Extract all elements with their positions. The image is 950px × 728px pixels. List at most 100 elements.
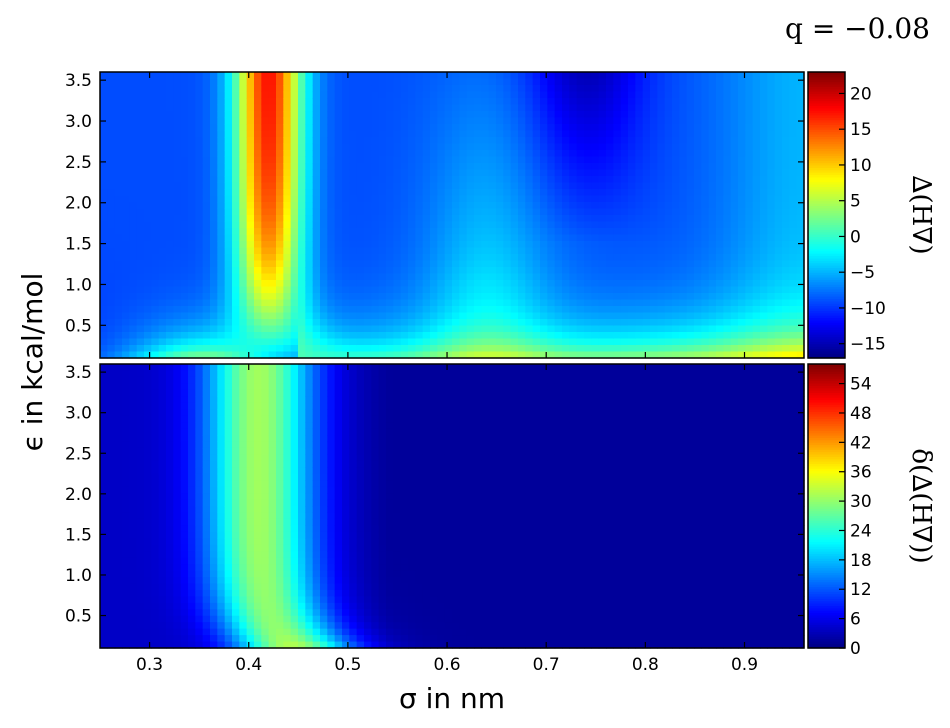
heatmap-cell	[796, 130, 805, 138]
heatmap-cell	[591, 117, 600, 125]
heatmap-cell	[107, 169, 116, 177]
heatmap-cell	[562, 111, 570, 119]
heatmap-cell	[173, 169, 182, 177]
heatmap-cell	[650, 208, 658, 216]
heatmap-cell	[122, 117, 130, 125]
heatmap-cell	[100, 182, 108, 190]
heatmap-cell	[701, 91, 710, 99]
heatmap-cell	[510, 137, 519, 145]
heatmap-cell	[144, 137, 152, 145]
heatmap-cell	[202, 454, 211, 462]
heatmap-cell	[745, 111, 754, 119]
heatmap-cell	[158, 299, 167, 307]
heatmap-cell	[371, 306, 380, 314]
heatmap-cell	[173, 124, 182, 132]
heatmap-cell	[129, 506, 138, 514]
heatmap-cell	[481, 280, 490, 288]
heatmap-cell	[342, 260, 350, 268]
heatmap-cell	[386, 299, 394, 307]
heatmap-cell	[789, 130, 798, 138]
heatmap-cell	[444, 241, 453, 249]
heatmap-cell	[708, 247, 717, 255]
heatmap-cell	[129, 364, 138, 372]
heatmap-cell	[356, 189, 365, 197]
heatmap-cell	[283, 351, 292, 359]
heatmap-cell	[122, 111, 130, 119]
heatmap-cell	[276, 176, 284, 184]
heatmap-cell	[151, 273, 160, 281]
heatmap-cell	[459, 111, 468, 119]
heatmap-cell	[364, 117, 372, 125]
heatmap-cell	[422, 130, 431, 138]
heatmap-cell	[327, 104, 336, 112]
heatmap-cell	[466, 85, 475, 93]
heatmap-cell	[305, 72, 314, 80]
heatmap-cell	[503, 234, 512, 242]
heatmap-cell	[144, 254, 152, 262]
heatmap-cell	[166, 493, 174, 501]
heatmap-cell	[246, 150, 255, 158]
heatmap-cell	[283, 338, 292, 346]
heatmap-cell	[752, 169, 761, 177]
heatmap-cell	[474, 234, 482, 242]
heatmap-cell	[466, 182, 475, 190]
heatmap-cell	[444, 299, 453, 307]
heatmap-cell	[224, 189, 233, 197]
heatmap-cell	[738, 254, 746, 262]
heatmap-cell	[100, 130, 108, 138]
heatmap-cell	[642, 221, 651, 229]
heatmap-cell	[180, 415, 189, 423]
heatmap-cell	[591, 137, 600, 145]
heatmap-cell	[166, 622, 174, 630]
heatmap-cell	[760, 72, 768, 80]
heatmap-cell	[569, 319, 578, 327]
heatmap-cell	[217, 247, 226, 255]
heatmap-cell	[173, 325, 182, 333]
heatmap-cell	[173, 396, 182, 404]
heatmap-cell	[408, 280, 416, 288]
heatmap-cell	[327, 78, 336, 86]
heatmap-cell	[254, 150, 262, 158]
heatmap-cell	[481, 234, 490, 242]
heatmap-cell	[584, 176, 592, 184]
heatmap-cell	[686, 208, 695, 216]
heatmap-cell	[723, 293, 732, 301]
heatmap-cell	[166, 221, 174, 229]
heatmap-cell	[386, 72, 394, 80]
heatmap-cell	[635, 98, 644, 106]
heatmap-cell	[422, 117, 431, 125]
heatmap-cell	[613, 189, 622, 197]
heatmap-cell	[312, 117, 321, 125]
heatmap-cell	[283, 169, 292, 177]
heatmap-cell	[782, 247, 790, 255]
heatmap-cell	[151, 564, 160, 572]
heatmap-cell	[371, 345, 380, 353]
heatmap-cell	[356, 78, 365, 86]
heatmap-cell	[349, 306, 358, 314]
heatmap-cell	[782, 332, 790, 340]
heatmap-cell	[202, 234, 211, 242]
heatmap-cell	[364, 169, 372, 177]
heatmap-cell	[708, 332, 717, 340]
heatmap-cell	[290, 319, 299, 327]
heatmap-cell	[474, 98, 482, 106]
heatmap-cell	[100, 641, 108, 649]
heatmap-cell	[195, 124, 204, 132]
heatmap-cell	[694, 124, 702, 132]
heatmap-cell	[349, 260, 358, 268]
heatmap-cell	[114, 396, 123, 404]
heatmap-cell	[342, 234, 350, 242]
heatmap-cell	[195, 267, 204, 275]
heatmap-cell	[180, 422, 189, 430]
heatmap-cell	[496, 247, 504, 255]
heatmap-cell	[628, 286, 636, 294]
heatmap-cell	[158, 338, 167, 346]
heatmap-cell	[569, 332, 578, 340]
heatmap-cell	[452, 280, 460, 288]
heatmap-cell	[180, 493, 189, 501]
heatmap-cell	[386, 286, 394, 294]
heatmap-cell	[635, 176, 644, 184]
heatmap-cell	[144, 376, 152, 384]
heatmap-cell	[686, 143, 695, 151]
heatmap-cell	[408, 286, 416, 294]
